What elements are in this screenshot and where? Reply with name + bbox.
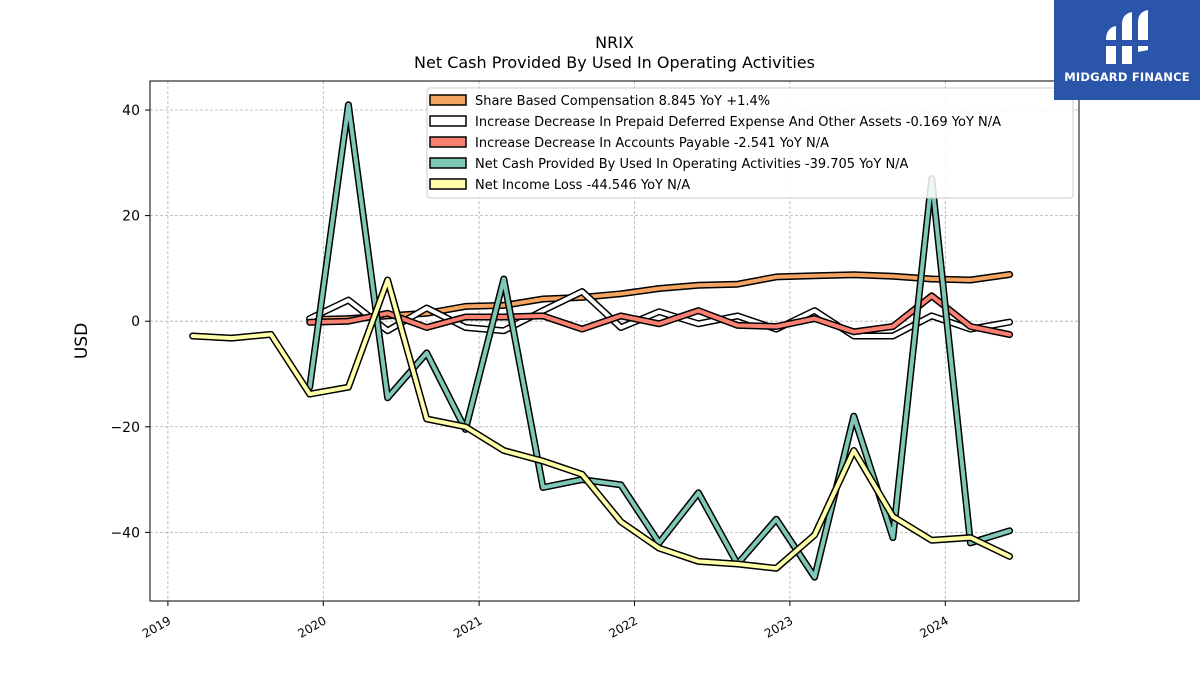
legend-label: Share Based Compensation 8.845 YoY +1.4%: [475, 94, 770, 109]
legend-swatch: [429, 178, 467, 190]
midgard-logo-icon: [1104, 10, 1152, 64]
legend-label: Increase Decrease In Accounts Payable -2…: [475, 136, 829, 151]
x-tick-label: 2019: [140, 613, 173, 640]
legend-swatch: [429, 94, 467, 106]
legend-swatch: [429, 115, 467, 127]
series-line: [306, 288, 1014, 340]
y-tick-label: −20: [110, 420, 140, 436]
y-tick-label: 20: [122, 209, 140, 225]
legend-label: Increase Decrease In Prepaid Deferred Ex…: [475, 115, 1001, 130]
legend-box: [426, 87, 1074, 199]
series-line: [306, 271, 1014, 324]
series-line-stroke: [190, 278, 1012, 571]
series-line: [306, 292, 1014, 339]
series-lines: [189, 101, 1014, 581]
legend-label: Net Income Loss -44.546 YoY N/A: [475, 178, 690, 193]
series-line: [306, 101, 1014, 581]
x-axis-ticks: 2019 2020 2021 2022 2023 2024: [140, 601, 951, 641]
x-tick-label: 2021: [451, 613, 484, 640]
y-axis-ticks: −40 −20 0 20 40: [110, 103, 150, 541]
series-line-stroke: [307, 289, 1012, 338]
plot-frame: [149, 80, 1080, 602]
brand-logo: MIDGARD FINANCE: [1054, 0, 1200, 100]
brand-name: MIDGARD FINANCE: [1064, 70, 1190, 84]
chart-title: NRIX: [595, 33, 634, 52]
x-tick-label: 2020: [295, 613, 328, 640]
y-tick-label: 0: [131, 314, 140, 330]
legend-swatch: [429, 157, 467, 169]
series-line: [189, 276, 1014, 572]
x-tick-label: 2023: [762, 613, 795, 640]
y-tick-label: 40: [122, 103, 140, 119]
legend-swatch: [429, 136, 467, 148]
series-line-stroke: [307, 102, 1012, 580]
y-axis-label: USD: [72, 323, 92, 359]
legend-label: Net Cash Provided By Used In Operating A…: [475, 157, 909, 172]
chart-subtitle: Net Cash Provided By Used In Operating A…: [414, 53, 815, 72]
series-line-stroke: [307, 272, 1012, 322]
series-line-stroke: [307, 293, 1012, 337]
x-tick-label: 2024: [917, 613, 950, 640]
legend: Share Based Compensation 8.845 YoY +1.4%…: [426, 87, 1074, 199]
y-tick-label: −40: [110, 525, 140, 541]
x-tick-label: 2022: [607, 613, 640, 640]
